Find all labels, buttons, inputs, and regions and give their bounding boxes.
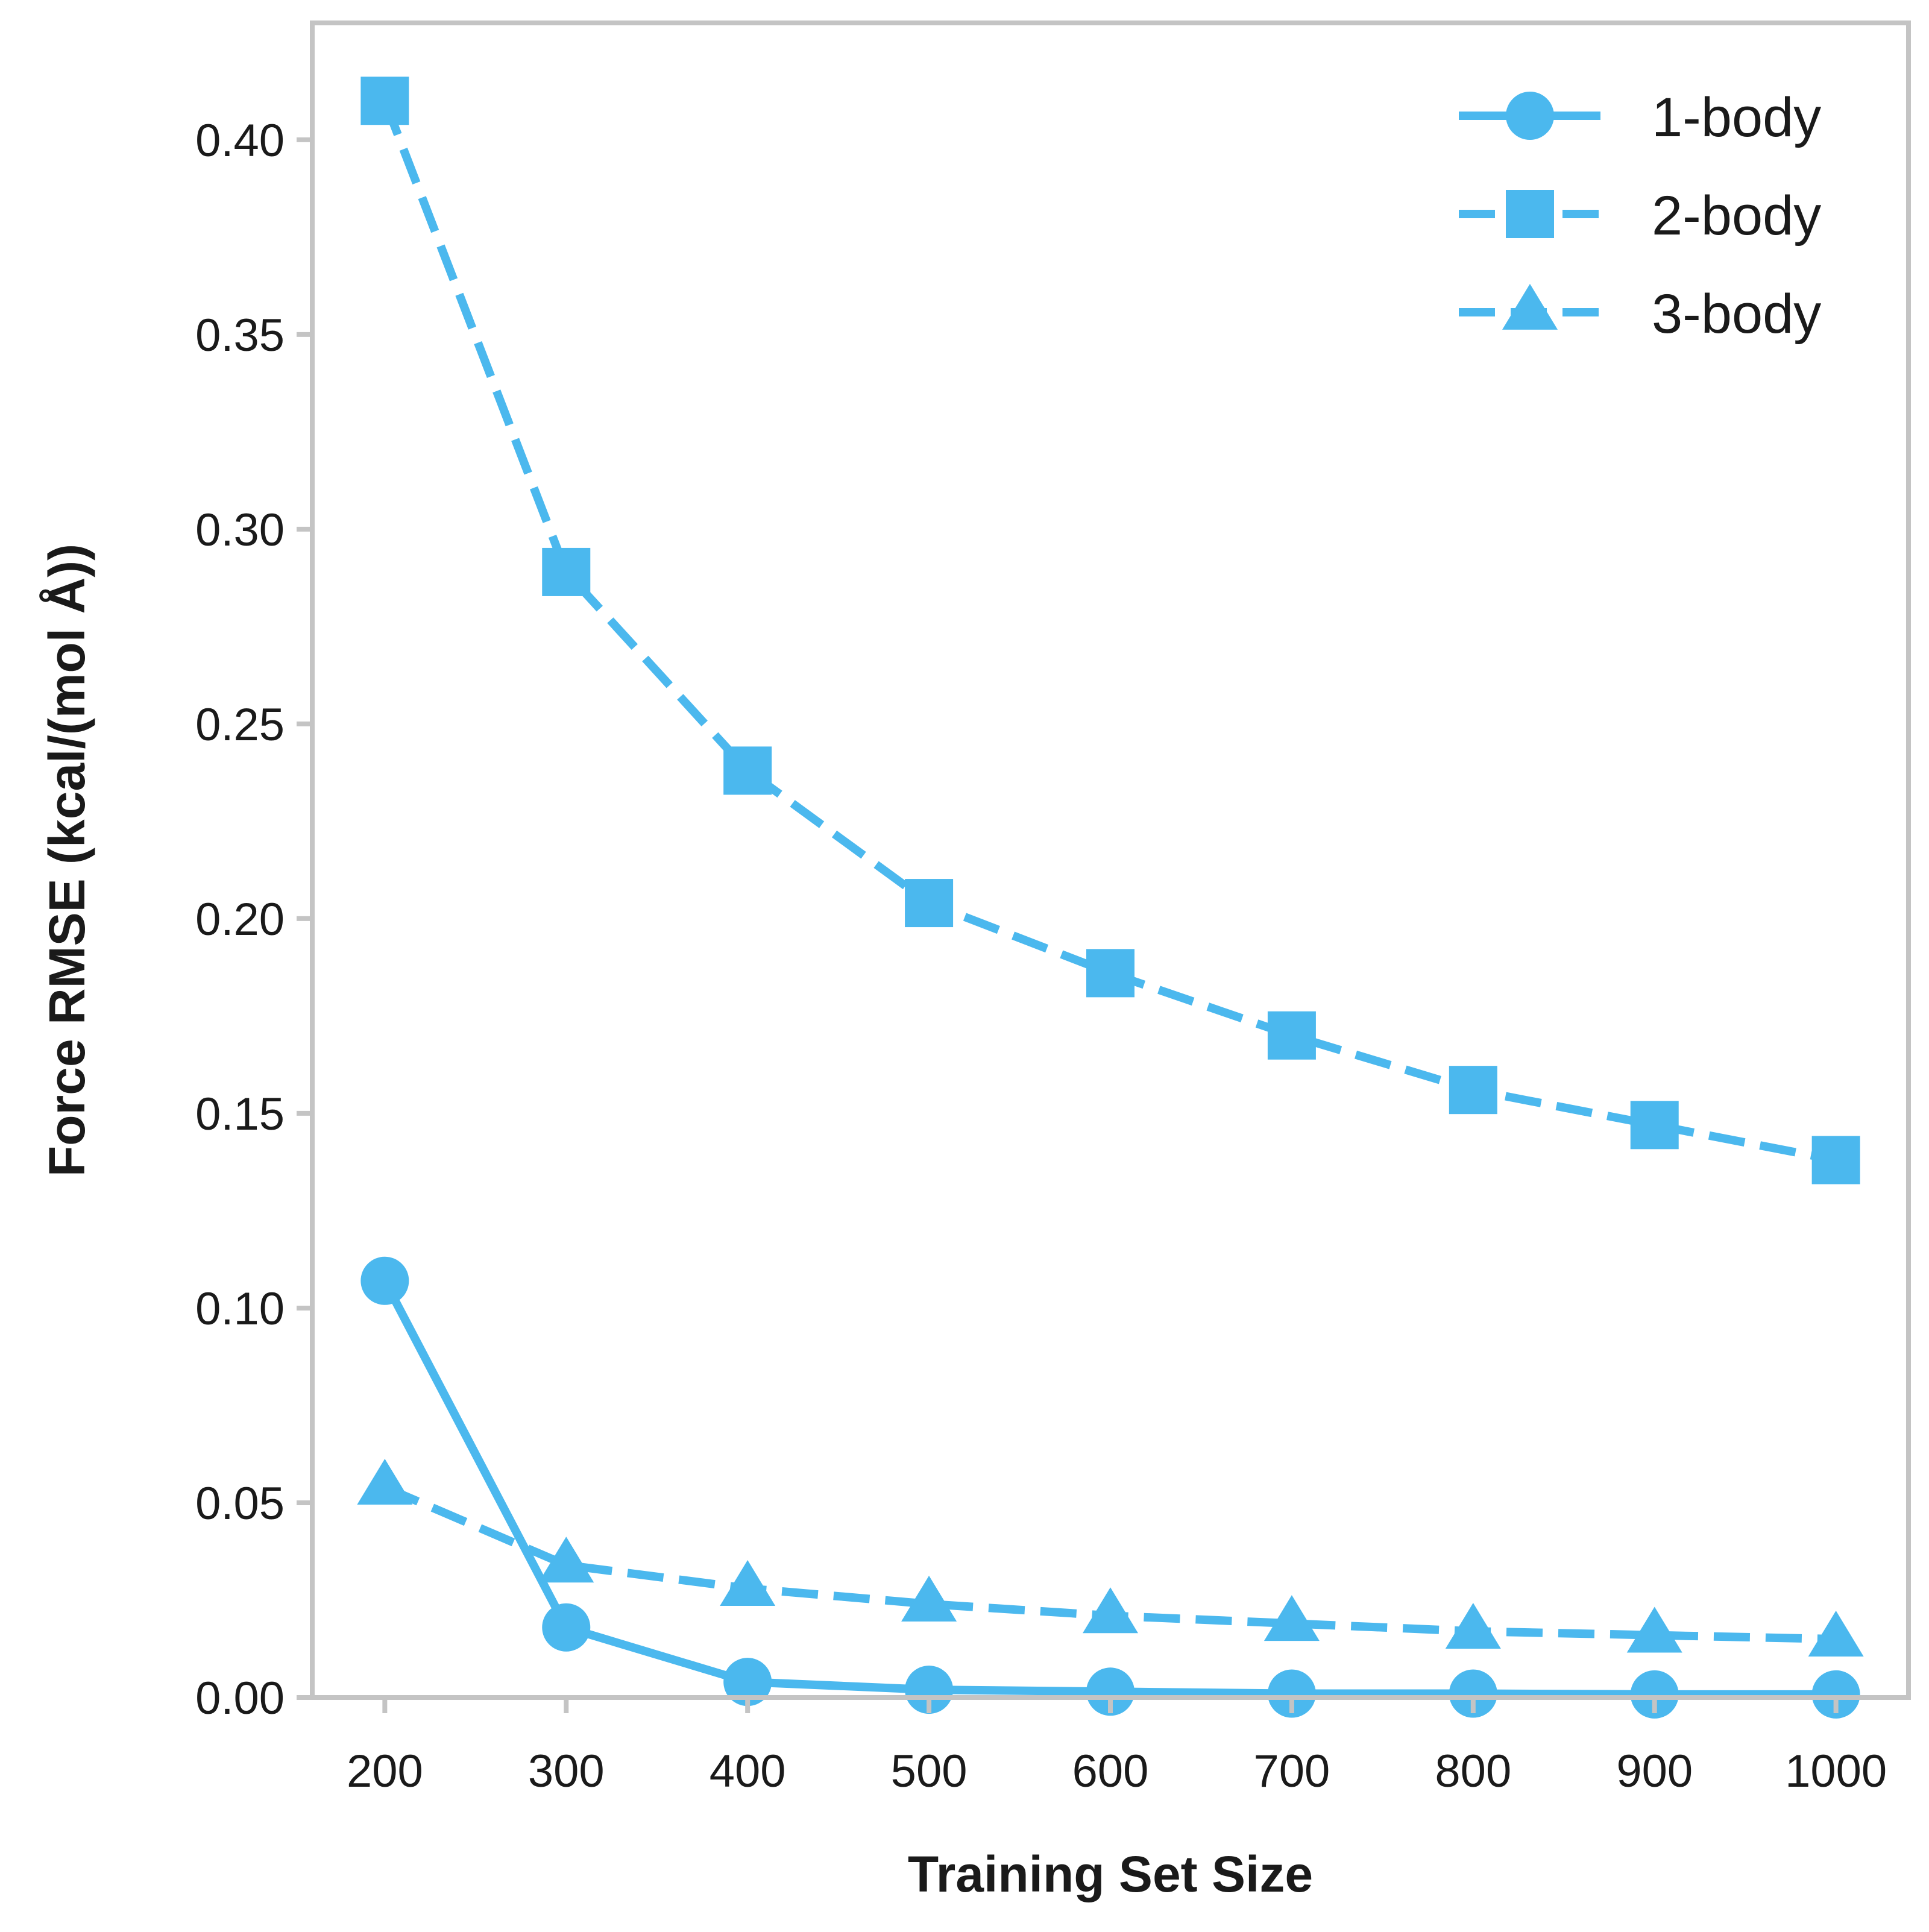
data-point-2-body <box>1086 949 1134 998</box>
x-tick-label: 900 <box>1616 1746 1693 1797</box>
legend-item-1-body: 1-body <box>1459 87 1821 148</box>
data-point-1-body <box>1449 1669 1497 1718</box>
legend-marker-2-body <box>1506 190 1554 238</box>
series-layer <box>357 77 1864 1719</box>
data-point-1-body <box>723 1658 772 1707</box>
data-point-3-body <box>720 1559 776 1606</box>
y-tick-label: 0.25 <box>195 699 285 750</box>
x-tick-label: 500 <box>891 1746 968 1797</box>
data-point-1-body <box>1086 1667 1134 1716</box>
series-2-body <box>360 77 1860 1185</box>
data-point-3-body <box>1626 1606 1682 1653</box>
data-point-3-body <box>1263 1595 1320 1641</box>
data-point-3-body <box>1083 1587 1138 1634</box>
data-point-1-body <box>905 1666 954 1714</box>
data-point-2-body <box>1267 1011 1316 1060</box>
x-tick-label: 200 <box>347 1746 423 1797</box>
x-tick-label: 600 <box>1072 1746 1149 1797</box>
legend-marker-1-body <box>1506 92 1554 140</box>
data-point-2-body <box>542 547 591 596</box>
x-tick-label: 700 <box>1254 1746 1330 1797</box>
y-tick-label: 0.15 <box>195 1089 285 1140</box>
data-point-3-body <box>901 1575 957 1622</box>
legend-label-3-body: 3-body <box>1652 283 1821 345</box>
legend: 1-body 2-body 3-body <box>1459 87 1821 345</box>
x-tick-label: 400 <box>710 1746 786 1797</box>
y-tick-label: 0.00 <box>195 1673 285 1724</box>
data-point-1-body <box>542 1603 591 1652</box>
legend-item-3-body: 3-body <box>1459 283 1821 345</box>
y-tick-label: 0.30 <box>195 505 285 556</box>
data-point-2-body <box>905 879 954 928</box>
y-tick-label: 0.35 <box>195 310 285 361</box>
series-1-body <box>360 1256 1860 1719</box>
series-line-2-body <box>380 99 1837 1165</box>
data-point-2-body <box>723 746 772 795</box>
data-point-3-body <box>1445 1603 1501 1649</box>
y-axis-title: Force RMSE (kcal/(mol Å)) <box>39 544 95 1177</box>
legend-marker-3-body <box>1502 283 1558 330</box>
data-point-1-body <box>360 1256 409 1305</box>
data-point-2-body <box>1449 1066 1497 1115</box>
data-point-1-body <box>1811 1670 1860 1719</box>
data-point-2-body <box>360 77 409 125</box>
y-tick-label: 0.40 <box>195 115 285 166</box>
plot-frame <box>310 20 1911 1700</box>
y-tick-label: 0.05 <box>195 1478 285 1529</box>
legend-label-2-body: 2-body <box>1652 185 1821 247</box>
data-point-1-body <box>1630 1670 1679 1719</box>
y-tick-label: 0.20 <box>195 894 285 945</box>
data-point-2-body <box>1630 1101 1679 1150</box>
legend-label-1-body: 1-body <box>1652 87 1821 148</box>
data-point-3-body <box>538 1537 594 1583</box>
ticks-layer: 200 300 400 500 600 700 800 900 1000 0.00 0.05 0.10… <box>195 115 1887 1797</box>
series-3-body <box>357 1459 1864 1657</box>
x-tick-label: 1000 <box>1785 1746 1887 1797</box>
y-tick-label: 0.10 <box>195 1283 285 1335</box>
data-point-3-body <box>357 1459 413 1505</box>
x-tick-label: 800 <box>1435 1746 1511 1797</box>
legend-item-2-body: 2-body <box>1459 185 1821 247</box>
data-point-3-body <box>1808 1610 1864 1657</box>
data-point-1-body <box>1267 1669 1316 1718</box>
x-axis-title: Training Set Size <box>908 1846 1313 1902</box>
x-tick-label: 300 <box>528 1746 605 1797</box>
data-point-2-body <box>1811 1136 1860 1185</box>
